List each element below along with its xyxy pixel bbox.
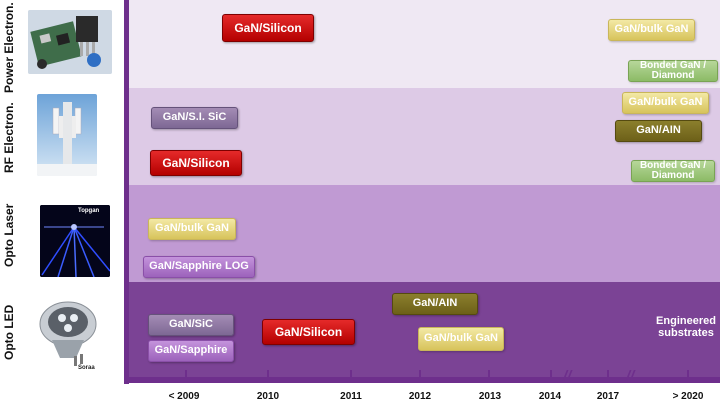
axis-tick xyxy=(687,370,689,378)
power-electronics-board-image xyxy=(28,10,112,74)
tag-rf-gan-ain: GaN/AIN xyxy=(615,120,702,142)
year-label: 2014 xyxy=(538,391,562,402)
rf-antenna-tower-image xyxy=(37,94,97,176)
axis-tick xyxy=(550,370,552,378)
tag-led-gan-bulk: GaN/bulk GaN xyxy=(418,327,504,351)
tag-led-gan-ain: GaN/AIN xyxy=(392,293,478,315)
tag-rf-gan-si-sic: GaN/S.I. SiC xyxy=(151,107,238,129)
tag-led-gan-sic: GaN/SiC xyxy=(148,314,234,336)
row-label-power: Power Electron. xyxy=(2,2,16,94)
tag-laser-gan-bulk: GaN/bulk GaN xyxy=(148,218,236,240)
axis-tick xyxy=(419,370,421,378)
tag-rf-bonded-diamond: Bonded GaN / Diamond xyxy=(631,160,715,182)
axis-tick xyxy=(607,370,609,378)
led-lamp-image: Soraa xyxy=(34,298,108,376)
tag-power-gan-silicon: GaN/Silicon xyxy=(222,14,314,42)
axis-tick xyxy=(488,370,490,378)
row-label-laser: Opto Laser xyxy=(2,203,16,267)
axis-tick xyxy=(185,370,187,378)
year-label: < 2009 xyxy=(168,391,200,402)
axis-tick xyxy=(267,370,269,378)
axis-break-mark: // xyxy=(626,368,635,385)
year-label: > 2020 xyxy=(672,391,704,402)
year-label: 2012 xyxy=(408,391,432,402)
tag-led-gan-sapphire: GaN/Sapphire xyxy=(148,340,234,362)
blue-laser-image: Topgan xyxy=(40,205,110,277)
tag-power-gan-bulk: GaN/bulk GaN xyxy=(608,19,695,41)
timeline-horizontal-axis xyxy=(124,377,720,383)
tag-led-gan-silicon: GaN/Silicon xyxy=(262,319,355,345)
year-label: 2017 xyxy=(596,391,620,402)
axis-break-mark: // xyxy=(563,368,572,385)
laser-image-caption: Topgan xyxy=(78,208,100,214)
year-label: 2010 xyxy=(256,391,280,402)
tag-led-engineered-substrates: Engineered substrates xyxy=(656,315,716,339)
tag-rf-gan-bulk: GaN/bulk GaN xyxy=(622,92,709,114)
year-label: 2013 xyxy=(478,391,502,402)
led-image-caption: Soraa xyxy=(78,365,95,371)
axis-tick xyxy=(350,370,352,378)
row-label-led: Opto LED xyxy=(2,304,16,360)
year-label: 2011 xyxy=(340,391,362,402)
row-label-rf: RF Electron. xyxy=(2,102,16,174)
tag-rf-gan-silicon: GaN/Silicon xyxy=(150,150,242,176)
tag-laser-gan-sapphire-log: GaN/Sapphire LOG xyxy=(143,256,255,278)
timeline-vertical-axis xyxy=(124,0,129,384)
tag-power-bonded-diamond: Bonded GaN / Diamond xyxy=(628,60,718,82)
